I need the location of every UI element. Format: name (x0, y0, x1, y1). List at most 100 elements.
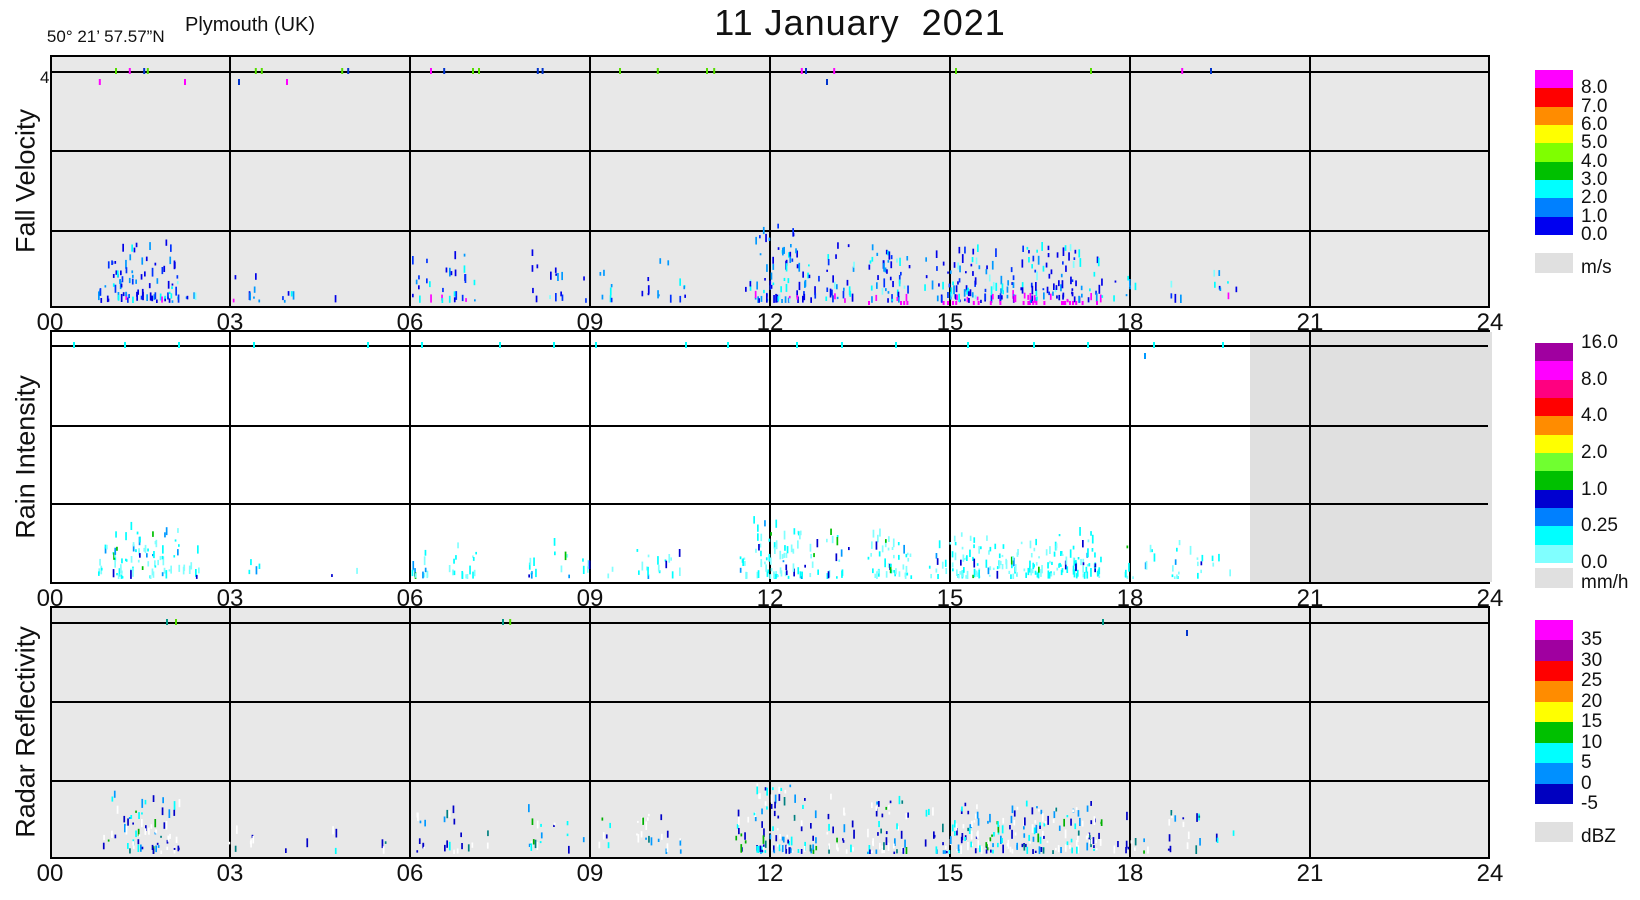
vertical-gridline (589, 332, 591, 582)
x-tick-label: 24 (1476, 309, 1504, 336)
colorbar-block (1535, 489, 1573, 509)
colorbar-block (1535, 526, 1573, 546)
x-tick-label: 03 (216, 585, 244, 612)
colorbar-block (1535, 161, 1573, 181)
colorbar-block (1535, 544, 1573, 564)
colorbar-block (1535, 106, 1573, 126)
vertical-gridline (1309, 57, 1311, 306)
colorbar-scale-label: 5 (1581, 752, 1592, 774)
colorbar-block (1535, 434, 1573, 454)
latitude-text: 50° 21’ 57.57”N (46, 26, 165, 46)
colorbar-scale-label: 1.0 (1581, 205, 1608, 227)
horizontal-gridline (52, 622, 1488, 624)
horizontal-gridline (52, 150, 1488, 152)
colorbar-unit-label: mm/h (1581, 572, 1629, 593)
colorbar-block (1535, 681, 1573, 703)
vertical-gridline (229, 608, 231, 857)
colorbar-scale-label: 4.0 (1581, 405, 1608, 427)
colorbar-block (1535, 179, 1573, 199)
colorbar-scale-label: 1.0 (1581, 478, 1608, 500)
colorbar-block (1535, 198, 1573, 218)
horizontal-gridline (52, 71, 1488, 73)
colorbar-scale-label: 5.0 (1581, 132, 1608, 154)
colorbar-block (1535, 379, 1573, 399)
x-tick-label: 24 (1476, 585, 1504, 612)
time-axis-rain-intensity: 00 03 06 09 12 15 18 21 24 (0, 585, 1640, 612)
vertical-gridline (769, 57, 771, 306)
colorbar-scale-label: 20 (1581, 690, 1603, 712)
vertical-gridline (949, 332, 951, 582)
no-data-region (1250, 332, 1492, 582)
colorbar-block (1535, 452, 1573, 472)
x-tick-label: 09 (576, 585, 604, 612)
vertical-gridline (409, 332, 411, 582)
horizontal-gridline (52, 425, 1488, 427)
vertical-gridline (1129, 57, 1131, 306)
vertical-gridline (409, 57, 411, 306)
x-tick-label: 09 (576, 860, 604, 887)
no-data-swatch (1535, 568, 1573, 588)
colorbar-block (1535, 397, 1573, 417)
colorbar-scale-label: 8.0 (1581, 368, 1608, 390)
colorbar-scale-label: 15 (1581, 711, 1603, 733)
x-tick-label: 24 (1476, 860, 1504, 887)
vertical-gridline (769, 608, 771, 857)
vertical-gridline (1309, 332, 1311, 582)
x-tick-label: 21 (1296, 585, 1324, 612)
time-axis-radar-reflectivity: 00 03 06 09 12 15 18 21 24 (0, 860, 1640, 887)
x-tick-label: 15 (936, 309, 964, 336)
rain-intensity-panel (50, 330, 1492, 584)
x-tick-label: 18 (1116, 309, 1144, 336)
radar-reflectivity-panel (50, 606, 1490, 859)
colorbar-block (1535, 343, 1573, 362)
colorbar-block (1535, 70, 1573, 89)
colorbar-block (1535, 620, 1573, 641)
panel-label-rain-intensity: Rain Intensity (10, 375, 41, 539)
colorbar-scale-label: 6.0 (1581, 113, 1608, 135)
vertical-gridline (1309, 608, 1311, 857)
x-tick-label: 00 (36, 860, 64, 887)
x-tick-label: 00 (36, 585, 64, 612)
x-tick-label: 15 (936, 860, 964, 887)
colorbar-block (1535, 701, 1573, 723)
fall-velocity-panel (50, 55, 1490, 308)
colorbar-scale-label: 25 (1581, 670, 1603, 692)
colorbar-scale-label: 35 (1581, 629, 1603, 651)
x-tick-label: 12 (756, 860, 784, 887)
colorbar-block (1535, 640, 1573, 662)
horizontal-gridline (52, 230, 1488, 232)
x-tick-label: 09 (576, 309, 604, 336)
panel-label-fall-velocity: Fall Velocity (10, 108, 41, 254)
vertical-gridline (229, 332, 231, 582)
colorbar-block (1535, 660, 1573, 682)
x-tick-label: 18 (1116, 585, 1144, 612)
colorbar-block (1535, 742, 1573, 764)
colorbar-block (1535, 216, 1573, 236)
page-title: 11 January 2021 (714, 2, 1006, 43)
colorbar-block (1535, 763, 1573, 785)
radar-reflectivity-colorbar: 35 30 25 20 15 10 5 0 -5 dBZ (1535, 620, 1640, 862)
colorbar-scale-label: 30 (1581, 649, 1603, 671)
station-name: Plymouth (UK) (185, 14, 316, 36)
colorbar-block (1535, 507, 1573, 527)
colorbar-block (1535, 361, 1573, 381)
colorbar-scale-label: 2.0 (1581, 187, 1608, 209)
x-tick-label: 18 (1116, 860, 1144, 887)
colorbar-block (1535, 471, 1573, 491)
vertical-gridline (1129, 608, 1131, 857)
colorbar-unit-label: m/s (1581, 257, 1612, 278)
x-tick-label: 12 (756, 585, 784, 612)
colorbar-block (1535, 783, 1573, 805)
rain-intensity-colorbar: 16.0 8.0 4.0 2.0 1.0 0.25 0.0 mm/h (1535, 332, 1640, 608)
vertical-gridline (949, 57, 951, 306)
colorbar-scale-label: 7.0 (1581, 95, 1608, 117)
vertical-gridline (409, 608, 411, 857)
horizontal-gridline (52, 701, 1488, 703)
colorbar-block (1535, 416, 1573, 436)
colorbar-scale-label: 0.0 (1581, 551, 1608, 573)
x-tick-label: 21 (1296, 309, 1324, 336)
horizontal-gridline (52, 503, 1488, 505)
no-data-swatch (1535, 253, 1573, 273)
horizontal-gridline (52, 780, 1488, 782)
